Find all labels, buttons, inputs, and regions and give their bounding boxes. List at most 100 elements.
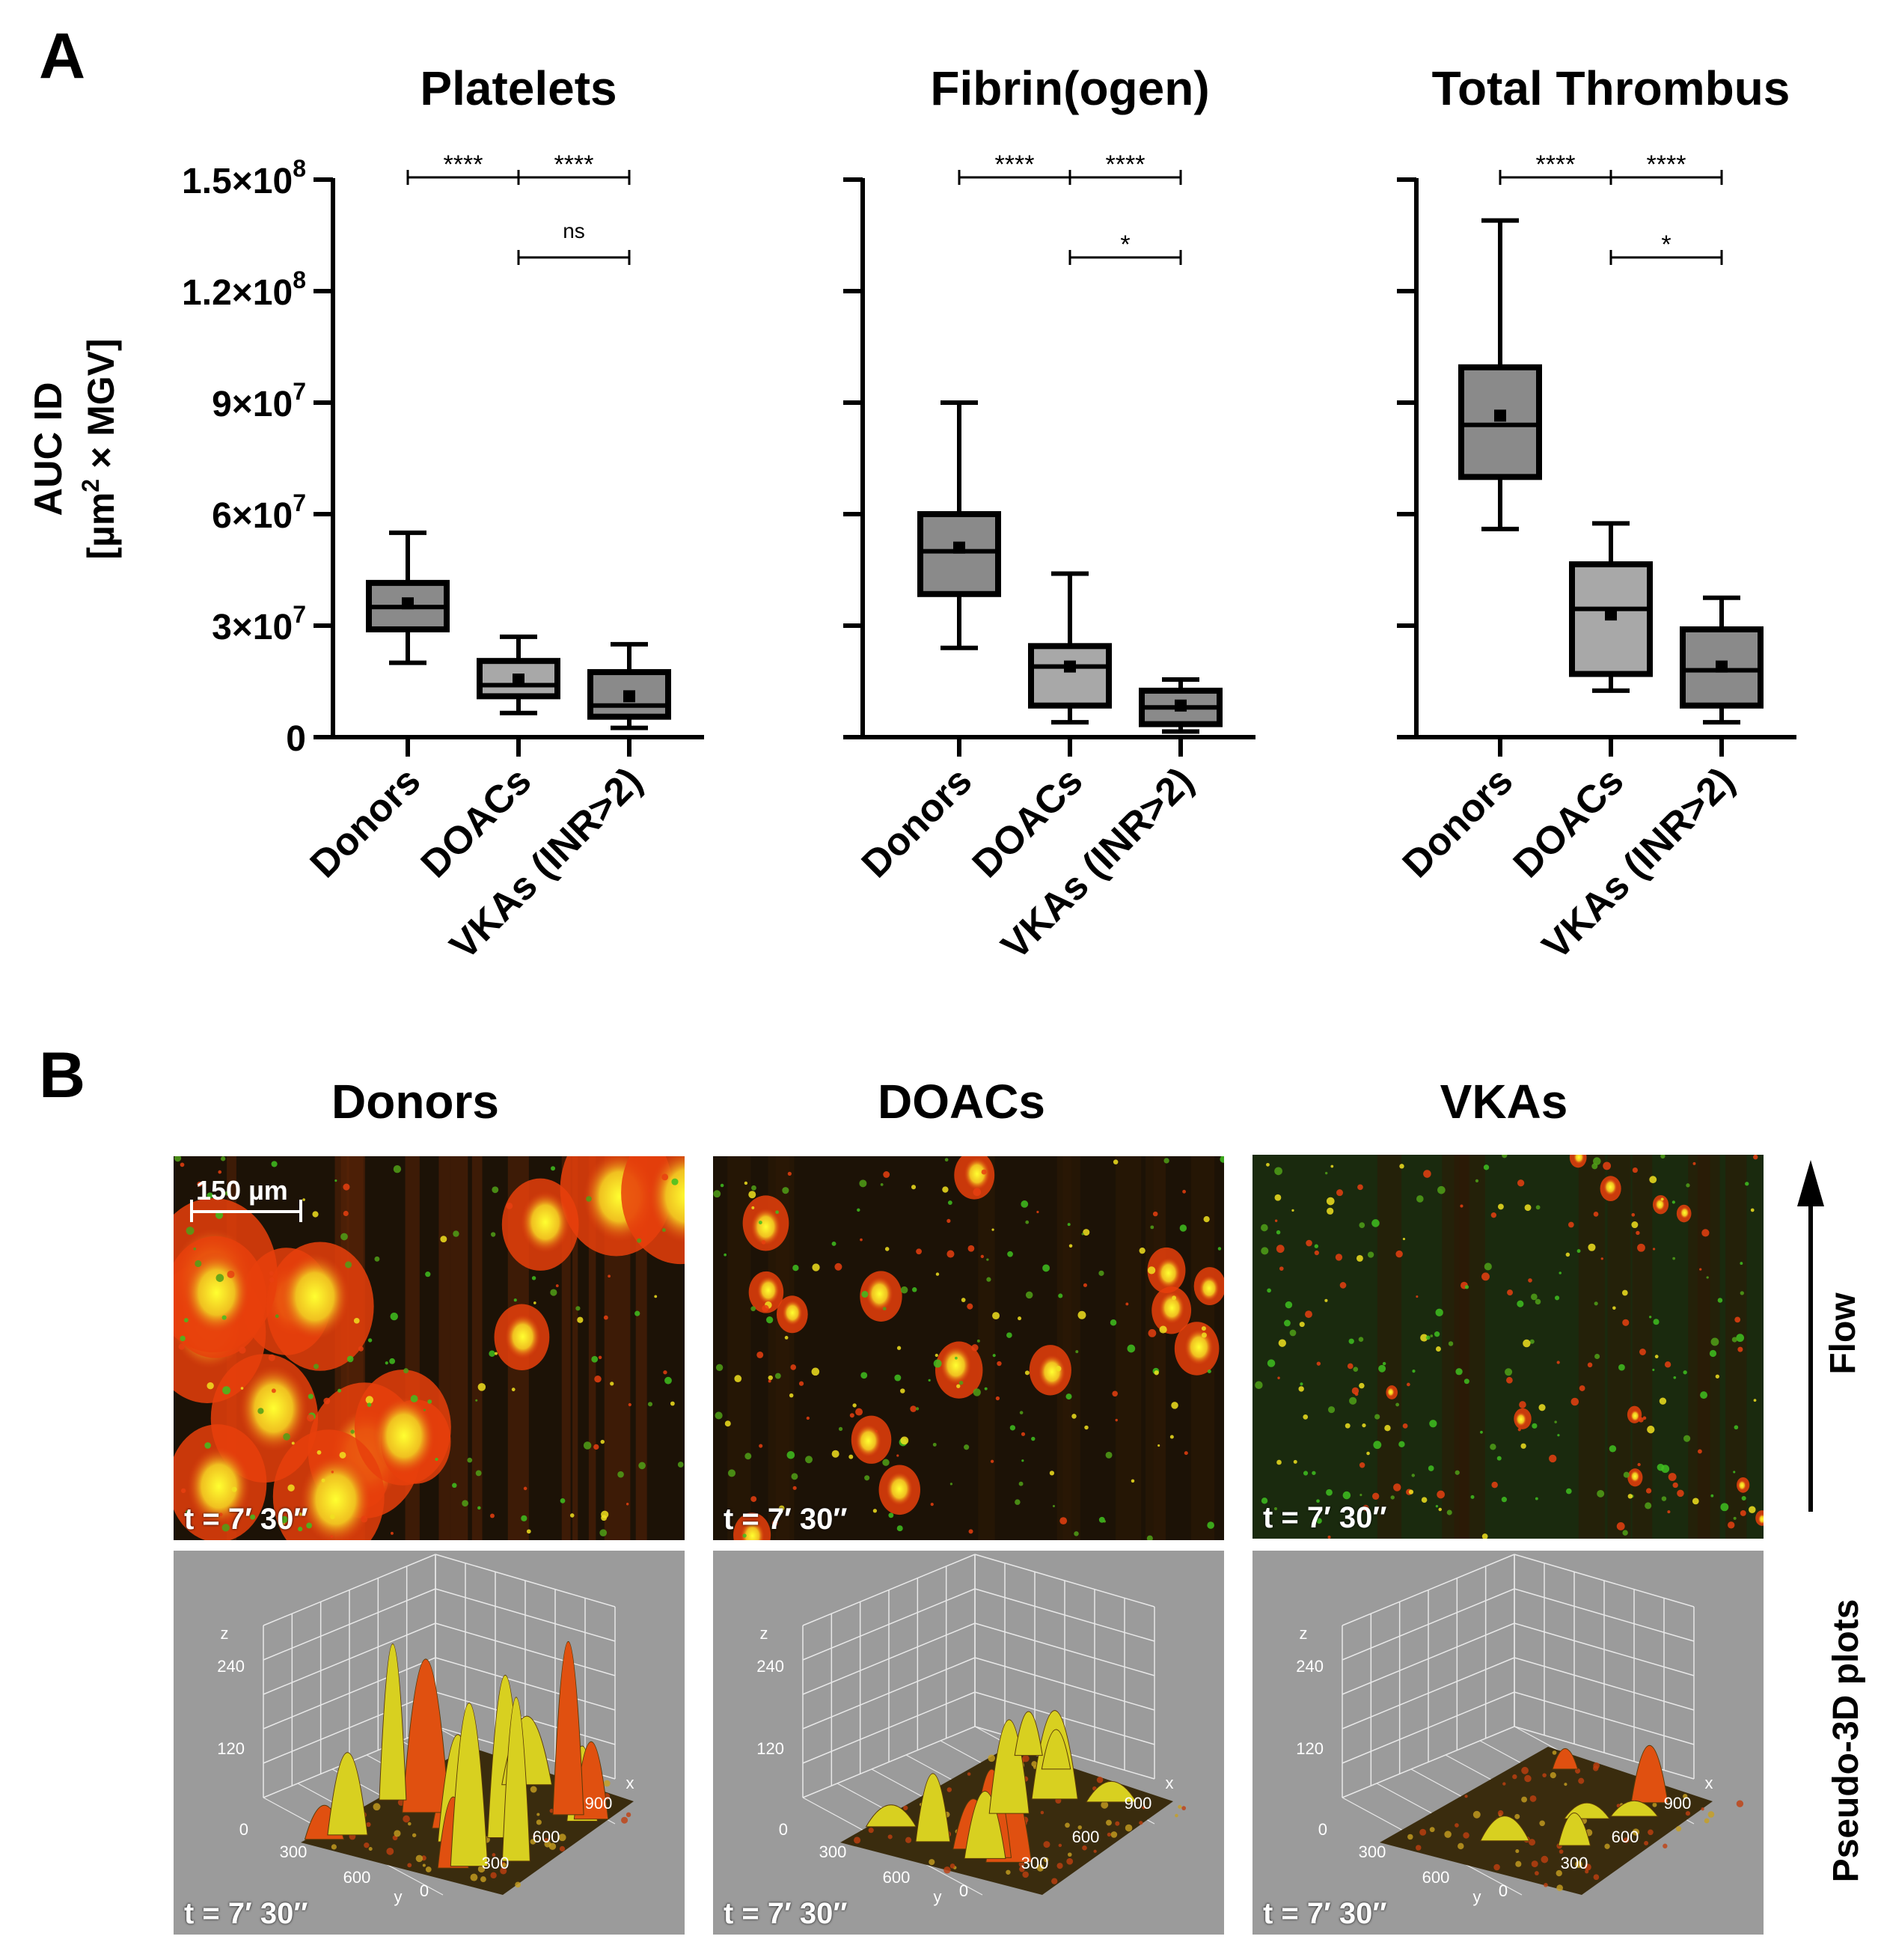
aggregate-dot [271,1161,278,1167]
significance-bracket: **** [1499,150,1612,185]
y-axis-label-sup: 2 [77,479,104,492]
surface-speckle [1107,1832,1111,1837]
aggregate-dot [591,1355,599,1363]
aggregate-dot [857,1208,860,1212]
aggregate-dot [1068,1244,1073,1248]
flow-streak [1725,1155,1747,1539]
aggregate-dot [1470,1495,1475,1499]
aggregate-dot [751,1185,756,1191]
thrombus-platelets [521,1191,570,1254]
x-tick-label: 300 [1021,1854,1049,1872]
grid-line [1342,1657,1515,1729]
aggregate-dot [1612,1306,1616,1310]
surface-speckle [492,1853,496,1857]
significance-label: **** [554,150,594,179]
aggregate-dot [981,1169,987,1175]
aggregate-dot [671,1178,679,1185]
aggregate-dot [663,1370,667,1375]
surface-speckle [1559,1849,1564,1854]
surface-speckle [943,1866,951,1874]
surface-speckle [1178,1804,1182,1809]
aggregate-dot [958,1380,964,1385]
surface-peak [379,1643,407,1801]
aggregate-dot [577,1316,584,1323]
surface-speckle [1472,1810,1481,1819]
aggregate-dot [1171,1402,1178,1409]
aggregate-dot [1127,1344,1136,1353]
surface-speckle [470,1873,478,1881]
y-tick-label: 300 [1359,1843,1386,1861]
aggregate-dot [1169,1435,1174,1439]
aggregate-dot [1201,1332,1207,1338]
aggregate-dot [1075,1350,1079,1354]
surface-speckle [1006,1869,1011,1875]
surface-speckle [1139,1821,1143,1825]
aggregate-dot [1113,1159,1119,1164]
aggregate-dot [1652,1248,1656,1251]
aggregate-dot [805,1456,813,1464]
y-tick-exponent: 7 [293,489,306,516]
aggregate-dot [900,1436,909,1445]
aggregate-dot [1446,1509,1452,1515]
aggregate-dot [531,1276,536,1280]
aggregate-dot [475,1399,478,1402]
pseudo-time-label-donors: t = 7′ 30″ [184,1897,308,1930]
aggregate-dot [661,1173,669,1181]
surface-speckle [1455,1823,1459,1828]
aggregate-dot [1490,1444,1496,1450]
aggregate-dot [831,1450,839,1458]
aggregate-dot [281,1515,288,1524]
surface-speckle [368,1846,373,1851]
aggregate-dot [1731,1337,1737,1343]
aggregate-dot [1009,1425,1016,1431]
aggregate-dot [758,1221,762,1224]
aggregate-dot [467,1457,473,1463]
aggregate-dot [995,1396,1000,1401]
x-tick-label: 0 [1499,1881,1508,1900]
surface-speckle [1407,1834,1413,1840]
aggregate-dot [283,1433,290,1441]
aggregate-dot [1672,1257,1676,1260]
aggregate-dot [968,1529,973,1534]
aggregate-dot [1261,1498,1268,1504]
aggregate-dot [583,1441,592,1450]
aggregate-dot [775,1210,779,1215]
z-axis-label: z [221,1624,229,1643]
grid-line [263,1554,436,1626]
thrombus-platelets [1630,1470,1640,1483]
aggregate-dot [1372,1492,1380,1500]
aggregate-dot [1356,1254,1363,1262]
aggregate-dot [661,1228,666,1233]
aggregate-dot [1059,1517,1068,1525]
aggregate-dot [1638,1417,1644,1423]
aggregate-dot [215,1211,224,1219]
aggregate-dot [1316,1518,1322,1524]
aggregate-dot [980,1254,984,1259]
aggregate-dot [1031,1436,1036,1441]
significance-bracket: ns [517,219,631,265]
aggregate-dot [494,1352,498,1355]
aggregate-dot [1660,1197,1664,1201]
thrombus-platelets [300,1455,372,1540]
aggregate-dot [782,1187,789,1194]
aggregate-dot [1042,1264,1050,1272]
aggregate-dot [1172,1295,1177,1301]
aggregate-dot [1362,1423,1366,1428]
flow-arrow-head [1797,1160,1824,1206]
aggregate-dot [1203,1216,1210,1223]
aggregate-dot [792,1265,799,1271]
aggregate-dot [1435,1346,1441,1352]
surface-peak [1014,1711,1043,1756]
aggregate-dot [1408,1489,1414,1495]
y-tick-mantissa: 1.2×10 [182,273,293,313]
aggregate-dot [291,1441,295,1445]
aggregate-dot [1637,1462,1641,1467]
aggregate-dot [778,1505,785,1512]
aggregate-dot [834,1263,842,1271]
aggregate-dot [1455,1368,1463,1376]
surface-speckle [1497,1810,1504,1816]
mean-marker [1175,699,1187,712]
surface-speckle [1604,1843,1610,1849]
aggregate-dot [298,1527,303,1532]
grid-line [1514,1588,1695,1642]
